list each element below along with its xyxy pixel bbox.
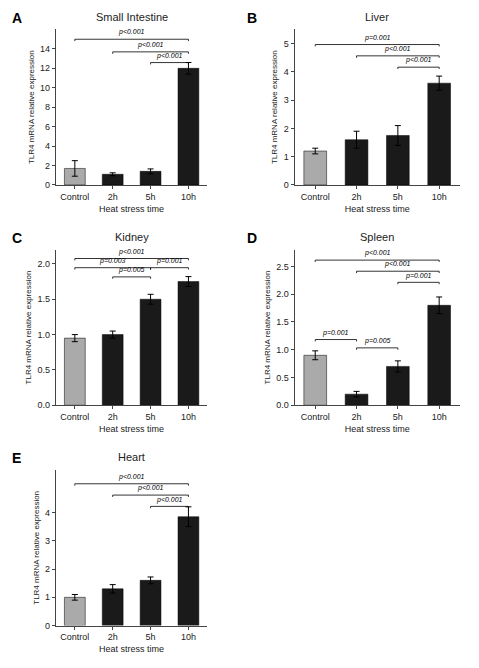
svg-text:12: 12 bbox=[40, 63, 50, 73]
svg-text:5h: 5h bbox=[146, 632, 156, 642]
svg-text:p=0.001: p=0.001 bbox=[405, 272, 432, 280]
svg-text:5h: 5h bbox=[393, 192, 403, 202]
svg-text:p<0.001: p<0.001 bbox=[384, 260, 411, 268]
svg-text:4: 4 bbox=[284, 67, 289, 77]
svg-text:4: 4 bbox=[45, 508, 50, 518]
svg-text:5: 5 bbox=[284, 39, 289, 49]
svg-text:TLR4 mRNA relative expression: TLR4 mRNA relative expression bbox=[263, 271, 272, 385]
svg-text:2h: 2h bbox=[108, 632, 118, 642]
svg-text:Control: Control bbox=[301, 192, 330, 202]
svg-text:6: 6 bbox=[45, 122, 50, 132]
svg-text:5h: 5h bbox=[146, 192, 156, 202]
svg-text:0: 0 bbox=[45, 180, 50, 190]
svg-text:E: E bbox=[12, 450, 21, 466]
svg-text:1: 1 bbox=[284, 152, 289, 162]
svg-text:1.0: 1.0 bbox=[276, 345, 289, 355]
svg-text:Control: Control bbox=[301, 412, 330, 422]
svg-text:0.5: 0.5 bbox=[276, 373, 289, 383]
svg-text:5h: 5h bbox=[146, 412, 156, 422]
svg-text:0.0: 0.0 bbox=[38, 400, 51, 410]
svg-text:Heat stress time: Heat stress time bbox=[345, 424, 410, 434]
svg-text:p=0.005: p=0.005 bbox=[118, 266, 145, 274]
svg-text:0: 0 bbox=[45, 621, 50, 631]
svg-text:10h: 10h bbox=[181, 632, 196, 642]
svg-text:p<0.001: p<0.001 bbox=[137, 41, 164, 49]
svg-text:14: 14 bbox=[40, 44, 50, 54]
svg-text:p<0.001: p<0.001 bbox=[384, 45, 411, 53]
svg-text:p<0.001: p<0.001 bbox=[118, 248, 145, 256]
svg-text:2.5: 2.5 bbox=[276, 262, 289, 272]
svg-text:p=0.001: p=0.001 bbox=[156, 257, 183, 265]
svg-text:2: 2 bbox=[45, 564, 50, 574]
svg-text:A: A bbox=[12, 10, 22, 26]
svg-text:2: 2 bbox=[284, 124, 289, 134]
svg-text:p=0.001: p=0.001 bbox=[322, 329, 349, 337]
svg-text:2h: 2h bbox=[352, 412, 362, 422]
svg-text:2.0: 2.0 bbox=[38, 259, 51, 269]
svg-text:3: 3 bbox=[284, 95, 289, 105]
svg-text:10: 10 bbox=[40, 83, 50, 93]
svg-text:p<0.001: p<0.001 bbox=[156, 52, 183, 60]
svg-text:10h: 10h bbox=[181, 412, 196, 422]
svg-text:D: D bbox=[247, 230, 257, 246]
svg-text:p<0.001: p<0.001 bbox=[156, 496, 183, 504]
svg-text:Liver: Liver bbox=[365, 11, 389, 23]
svg-text:p<0.001: p<0.001 bbox=[405, 56, 432, 64]
svg-text:2.0: 2.0 bbox=[276, 289, 289, 299]
svg-text:2h: 2h bbox=[352, 192, 362, 202]
svg-text:10h: 10h bbox=[432, 412, 447, 422]
svg-text:5h: 5h bbox=[393, 412, 403, 422]
svg-text:1: 1 bbox=[45, 592, 50, 602]
svg-text:Small Intestine: Small Intestine bbox=[96, 11, 168, 23]
svg-text:Spleen: Spleen bbox=[360, 231, 394, 243]
svg-text:Heat stress time: Heat stress time bbox=[345, 204, 410, 214]
svg-text:1.5: 1.5 bbox=[276, 317, 289, 327]
svg-text:Heart: Heart bbox=[118, 451, 145, 463]
svg-text:B: B bbox=[247, 10, 257, 26]
svg-text:p<0.001: p<0.001 bbox=[118, 473, 145, 481]
svg-text:0: 0 bbox=[284, 180, 289, 190]
svg-text:3: 3 bbox=[45, 536, 50, 546]
svg-text:Control: Control bbox=[60, 632, 89, 642]
svg-text:2: 2 bbox=[45, 161, 50, 171]
svg-text:Heat stress time: Heat stress time bbox=[99, 424, 164, 434]
svg-text:8: 8 bbox=[45, 102, 50, 112]
svg-text:10h: 10h bbox=[432, 192, 447, 202]
svg-text:TLR4 mRNA relative expression: TLR4 mRNA relative expression bbox=[24, 271, 33, 385]
svg-text:p<0.001: p<0.001 bbox=[364, 249, 391, 257]
svg-text:0.5: 0.5 bbox=[38, 365, 51, 375]
svg-text:p=0.005: p=0.005 bbox=[364, 337, 391, 345]
svg-text:0.0: 0.0 bbox=[276, 400, 289, 410]
svg-text:Heat stress time: Heat stress time bbox=[99, 644, 164, 654]
svg-text:p<0.001: p<0.001 bbox=[118, 28, 145, 36]
svg-text:4: 4 bbox=[45, 141, 50, 151]
svg-text:Kidney: Kidney bbox=[115, 231, 149, 243]
svg-text:C: C bbox=[12, 230, 22, 246]
svg-text:10h: 10h bbox=[181, 192, 196, 202]
svg-text:1.0: 1.0 bbox=[38, 330, 51, 340]
svg-text:TLR4 mRNA relative expression: TLR4 mRNA relative expression bbox=[32, 491, 41, 605]
svg-text:2h: 2h bbox=[108, 412, 118, 422]
svg-text:Control: Control bbox=[60, 192, 89, 202]
svg-text:TLR4 mRNA relative expression: TLR4 mRNA relative expression bbox=[27, 50, 36, 164]
svg-text:1.5: 1.5 bbox=[38, 294, 51, 304]
svg-text:Control: Control bbox=[60, 412, 89, 422]
svg-text:TLR4 mRNA relative expression: TLR4 mRNA relative expression bbox=[270, 50, 279, 164]
svg-text:p=0.001: p=0.001 bbox=[364, 34, 391, 42]
svg-text:Heat stress time: Heat stress time bbox=[99, 204, 164, 214]
svg-text:p=0.003: p=0.003 bbox=[99, 257, 126, 265]
svg-text:2h: 2h bbox=[108, 192, 118, 202]
svg-text:p<0.001: p<0.001 bbox=[137, 484, 164, 492]
